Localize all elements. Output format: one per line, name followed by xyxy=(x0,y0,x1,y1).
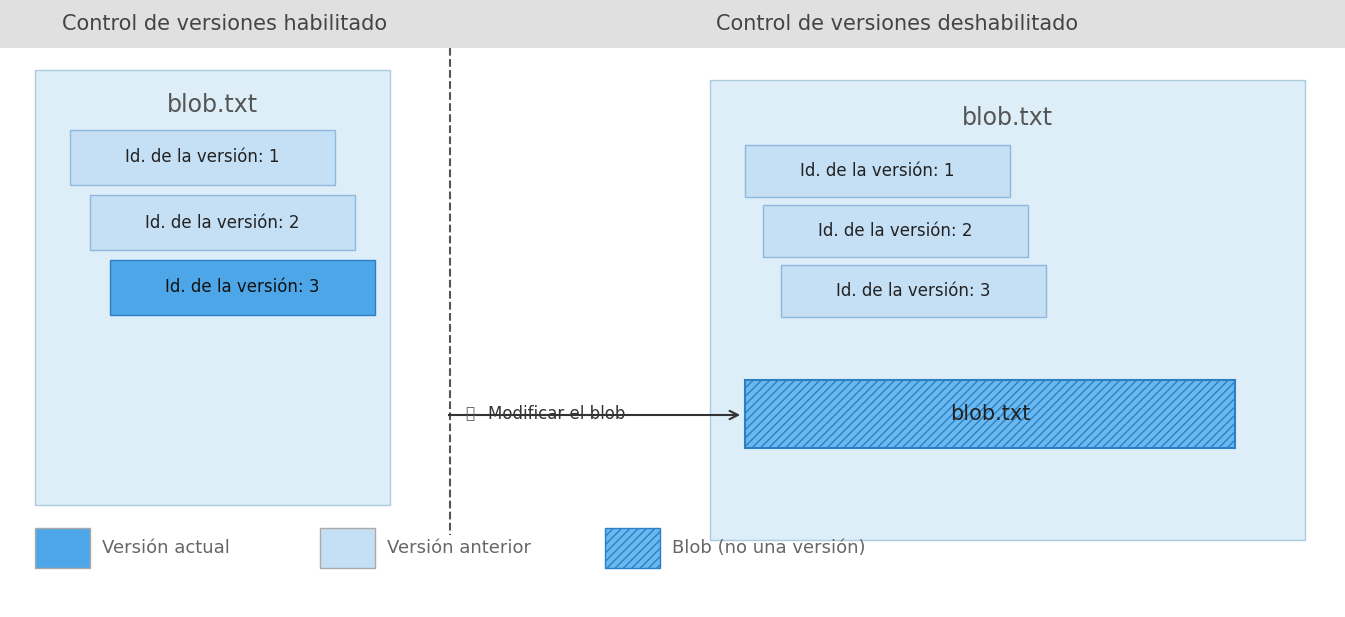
Bar xyxy=(710,80,1305,540)
Bar xyxy=(451,0,1345,48)
Text: Id. de la versión: 2: Id. de la versión: 2 xyxy=(145,213,300,231)
Text: blob.txt: blob.txt xyxy=(950,404,1030,424)
Text: Id. de la versión: 2: Id. de la versión: 2 xyxy=(818,222,972,240)
Text: Blob (no una versión): Blob (no una versión) xyxy=(672,539,865,557)
Text: Versión anterior: Versión anterior xyxy=(387,539,531,557)
Text: blob.txt: blob.txt xyxy=(167,93,258,117)
Bar xyxy=(745,380,1235,448)
Text: Modificar el blob: Modificar el blob xyxy=(488,405,625,423)
Bar xyxy=(605,528,660,568)
Bar xyxy=(320,528,375,568)
Bar xyxy=(35,528,90,568)
Bar xyxy=(70,130,335,185)
Text: Id. de la versión: 1: Id. de la versión: 1 xyxy=(800,162,955,180)
Text: 🔧: 🔧 xyxy=(465,407,475,421)
Bar xyxy=(0,0,451,48)
Text: Id. de la versión: 3: Id. de la versión: 3 xyxy=(837,282,991,300)
Bar xyxy=(90,195,355,250)
Bar xyxy=(781,265,1046,317)
Text: blob.txt: blob.txt xyxy=(962,106,1053,130)
Bar xyxy=(745,145,1010,197)
Bar xyxy=(35,70,390,505)
Text: Id. de la versión: 3: Id. de la versión: 3 xyxy=(165,278,320,297)
Text: Id. de la versión: 1: Id. de la versión: 1 xyxy=(125,149,280,167)
Text: Versión actual: Versión actual xyxy=(102,539,230,557)
Bar xyxy=(110,260,375,315)
Text: Control de versiones habilitado: Control de versiones habilitado xyxy=(62,14,387,34)
Bar xyxy=(763,205,1028,257)
Text: Control de versiones deshabilitado: Control de versiones deshabilitado xyxy=(717,14,1079,34)
